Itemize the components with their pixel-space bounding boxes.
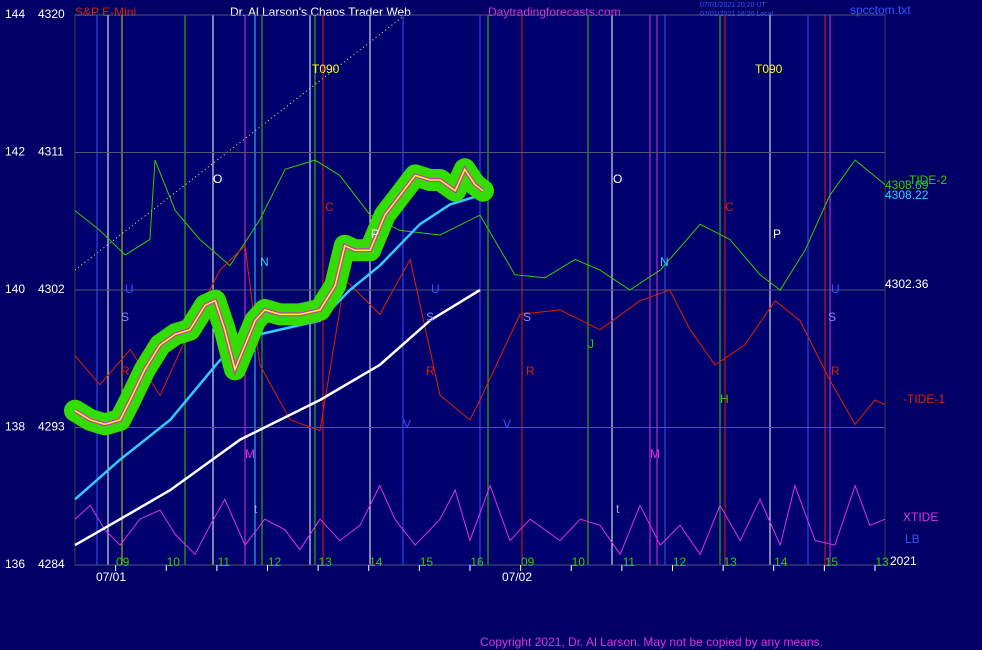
annotation: R xyxy=(526,364,535,378)
x-tick-label: 11 xyxy=(218,555,231,569)
year-label: 2021 xyxy=(890,554,917,568)
annotation: R xyxy=(121,364,130,378)
annotation: C xyxy=(325,200,334,214)
x-tick-label: 14 xyxy=(774,555,788,569)
annotation: M xyxy=(650,447,660,461)
x-tick-label: 09 xyxy=(521,555,535,569)
y2-tick-label: 142 xyxy=(5,145,25,159)
y-tick-label: 4293 xyxy=(38,420,65,434)
annotation: N xyxy=(260,255,269,269)
annotation: U xyxy=(431,282,440,296)
annotation: t xyxy=(616,502,620,516)
y2-tick-label: 144 xyxy=(5,7,25,21)
x-tick-label: 10 xyxy=(572,555,586,569)
annotation: V xyxy=(503,417,511,431)
x-tick-label: 13 xyxy=(723,555,737,569)
x-tick-label: 10 xyxy=(167,555,181,569)
chart-title: Dr. Al Larson's Chaos Trader Web xyxy=(230,5,411,19)
x-tick-label: 16 xyxy=(470,555,484,569)
series-line xyxy=(74,483,886,556)
annotation: S xyxy=(523,310,531,324)
x-tick-label: 13 xyxy=(318,555,332,569)
annotation: V xyxy=(403,417,411,431)
series-label: 4308.22 xyxy=(885,188,929,202)
x-tick-label: 09 xyxy=(116,555,130,569)
annotation: T090 xyxy=(755,62,783,76)
annotation: U xyxy=(125,282,134,296)
y-tick-label: 4302 xyxy=(38,282,65,296)
y2-tick-label: 140 xyxy=(5,282,25,296)
x-tick-label: 12 xyxy=(673,555,687,569)
copyright: Copyright 2021, Dr. Al Larson. May not b… xyxy=(480,635,823,649)
y-tick-label: 4320 xyxy=(38,7,65,21)
series-label: XTIDE xyxy=(903,510,938,524)
series-line xyxy=(74,288,481,547)
x-tick-label: 13 xyxy=(875,555,889,569)
annotation: U xyxy=(831,282,840,296)
annotation: S xyxy=(426,310,434,324)
series-line xyxy=(74,159,886,291)
x-tick-label: 14 xyxy=(369,555,383,569)
date-label: 07/02 xyxy=(502,570,532,584)
file-name: spcctom.txt xyxy=(850,3,911,17)
annotation: S xyxy=(828,310,836,324)
y2-tick-label: 138 xyxy=(5,420,25,434)
annotation: S xyxy=(121,310,129,324)
y-tick-label: 4311 xyxy=(38,145,64,159)
y-tick-label: 4284 xyxy=(38,557,65,571)
annotation: M xyxy=(245,447,255,461)
annotation: t xyxy=(254,502,258,516)
series-label: 4308.69 xyxy=(885,178,929,192)
series-line xyxy=(74,167,484,426)
instrument: S&P E-Mini xyxy=(75,5,136,19)
series-label: 4302.36 xyxy=(885,277,929,291)
y2-tick-label: 136 xyxy=(5,557,25,571)
annotation: C xyxy=(725,200,734,214)
annotation: T090 xyxy=(312,62,340,76)
x-tick-label: 15 xyxy=(420,555,434,569)
series-label: -TIDE-1 xyxy=(903,392,945,406)
annotation: J xyxy=(588,337,594,351)
annotation: P xyxy=(773,227,781,241)
annotation: P xyxy=(371,227,379,241)
x-tick-label: 12 xyxy=(268,555,282,569)
date-label: 07/01 xyxy=(96,570,126,584)
series-label: LB xyxy=(905,532,920,546)
timestamp: 07/01/2021 18:20 Local xyxy=(700,11,774,18)
timestamp: 07/01/2021 20:20 UT xyxy=(700,2,766,9)
annotation: H xyxy=(720,392,729,406)
annotation: O xyxy=(613,172,622,186)
x-tick-label: 11 xyxy=(623,555,636,569)
series-line xyxy=(74,244,886,432)
annotation: R xyxy=(831,364,840,378)
annotation: N xyxy=(660,255,669,269)
trend-line xyxy=(74,14,406,271)
site: Daytradingforecasts.com xyxy=(488,5,621,19)
annotation: O xyxy=(213,172,222,186)
annotation: R xyxy=(426,364,435,378)
series-label: -TIDE-2 xyxy=(905,173,947,187)
x-tick-label: 15 xyxy=(825,555,839,569)
